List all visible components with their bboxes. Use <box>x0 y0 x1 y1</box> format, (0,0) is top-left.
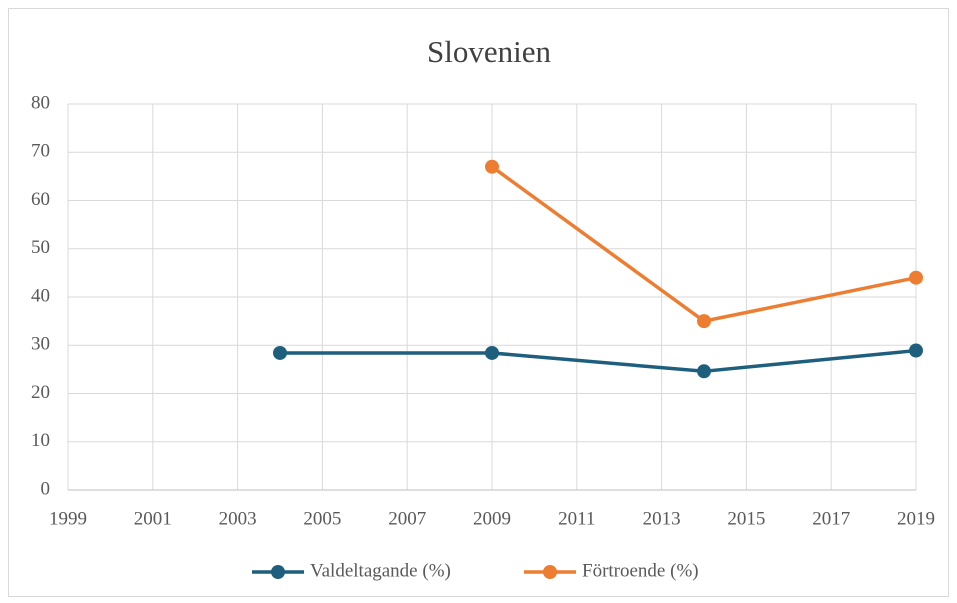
y-tick-label: 60 <box>31 189 50 210</box>
data-point <box>485 345 499 360</box>
y-tick-label: 30 <box>31 334 50 355</box>
data-point <box>697 314 711 329</box>
y-tick-label: 50 <box>31 237 50 258</box>
y-tick-label: 20 <box>31 382 50 403</box>
data-point <box>909 270 923 285</box>
legend-label: Valdeltagande (%) <box>310 560 451 581</box>
data-point <box>697 364 711 379</box>
chart-title: Slovenien <box>427 34 551 69</box>
legend-marker <box>271 565 285 579</box>
data-point <box>485 159 499 174</box>
x-tick-label: 1999 <box>49 508 87 529</box>
x-tick-label: 2019 <box>897 508 935 529</box>
x-tick-label: 2011 <box>558 508 595 529</box>
y-tick-label: 10 <box>31 430 50 451</box>
x-tick-label: 2003 <box>219 508 257 529</box>
data-point <box>909 343 923 358</box>
x-tick-label: 2007 <box>388 508 426 529</box>
y-tick-label: 80 <box>31 92 50 113</box>
x-tick-label: 2013 <box>643 508 681 529</box>
x-tick-label: 2009 <box>473 508 511 529</box>
x-tick-label: 2015 <box>727 508 765 529</box>
legend-marker <box>543 565 557 579</box>
data-point <box>273 345 287 360</box>
y-tick-label: 70 <box>31 141 50 162</box>
x-tick-label: 2001 <box>134 508 172 529</box>
series-line <box>280 348 917 374</box>
x-tick-label: 2017 <box>812 508 850 529</box>
legend-label: Förtroende (%) <box>582 560 699 581</box>
y-tick-label: 40 <box>31 285 50 306</box>
y-tick-label: 0 <box>41 478 51 499</box>
x-tick-label: 2005 <box>303 508 341 529</box>
